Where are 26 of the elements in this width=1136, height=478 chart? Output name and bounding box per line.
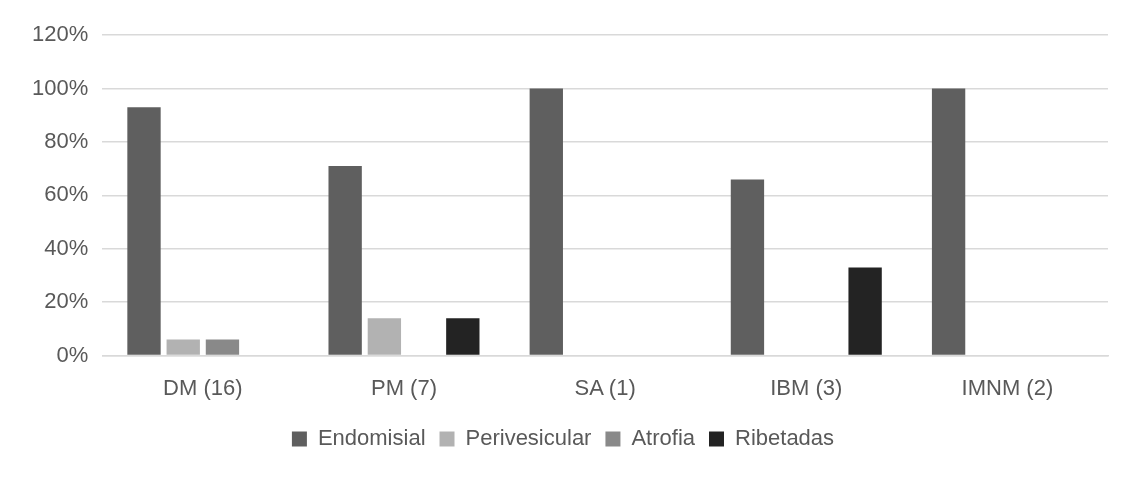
legend-label: Ribetadas: [735, 425, 835, 451]
x-tick-label: IBM (3): [770, 374, 843, 400]
bar: [367, 318, 402, 355]
y-tick-label: 120%: [31, 21, 89, 47]
y-tick-label: 20%: [44, 288, 89, 314]
bar: [205, 339, 240, 355]
bar: [328, 166, 362, 355]
bar: [166, 339, 200, 355]
legend-label: Atrofia: [631, 425, 696, 451]
legend-label: Perivesicular: [465, 425, 592, 451]
y-tick-label: 80%: [44, 128, 89, 154]
legend-label: Endomisial: [317, 425, 426, 451]
y-tick-label: 0%: [56, 341, 89, 367]
y-tick-label: 60%: [44, 181, 89, 207]
x-tick-label: SA (1): [574, 374, 636, 400]
bar: [730, 179, 765, 355]
bar: [529, 88, 563, 355]
x-tick-label: PM (7): [370, 374, 437, 400]
y-tick-label: 100%: [31, 74, 89, 100]
y-tick-label: 40%: [44, 234, 89, 260]
bar: [931, 88, 966, 355]
x-tick-label: DM (16): [163, 374, 243, 400]
bar: [127, 107, 161, 355]
bar: [446, 318, 480, 355]
bar: [848, 267, 882, 355]
x-tick-label: IMNM (2): [961, 374, 1054, 400]
